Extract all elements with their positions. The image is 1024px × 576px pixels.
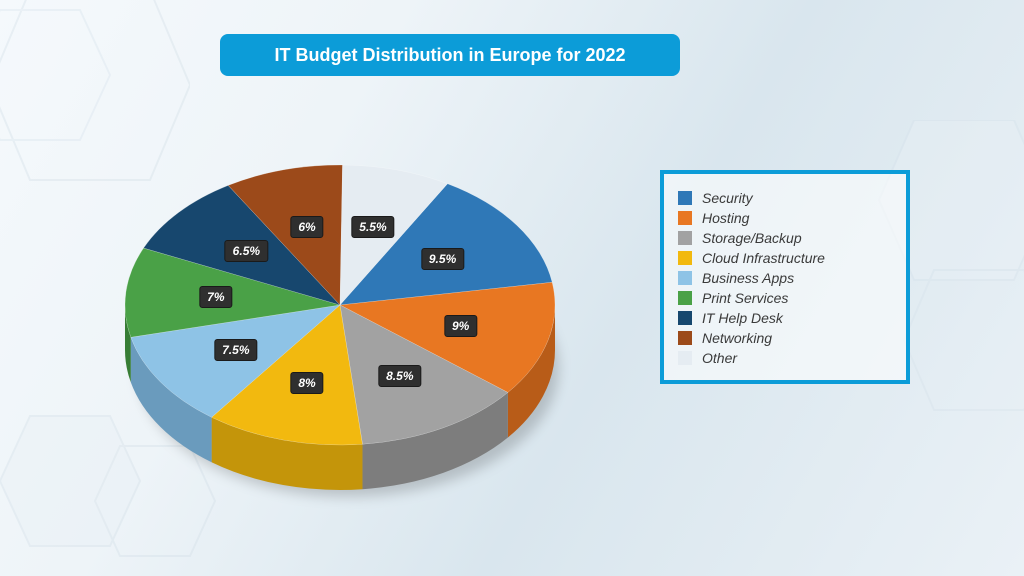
legend-label: Security: [702, 190, 753, 206]
slice-label: 6%: [290, 216, 323, 238]
legend-item: Other: [678, 350, 892, 366]
legend-label: Storage/Backup: [702, 230, 802, 246]
legend-item: Business Apps: [678, 270, 892, 286]
legend-swatch: [678, 251, 692, 265]
legend-item: Hosting: [678, 210, 892, 226]
pie-svg: [80, 100, 600, 550]
legend-swatch: [678, 331, 692, 345]
legend-label: Print Services: [702, 290, 788, 306]
legend-item: Networking: [678, 330, 892, 346]
slice-label: 6.5%: [225, 240, 268, 262]
legend-swatch: [678, 271, 692, 285]
slice-label: 9%: [444, 315, 477, 337]
legend-swatch: [678, 231, 692, 245]
legend-label: Cloud Infrastructure: [702, 250, 825, 266]
legend-label: Other: [702, 350, 737, 366]
page: IT Budget Distribution in Europe for 202…: [0, 0, 1024, 576]
slice-label: 7%: [199, 286, 232, 308]
legend: Security Hosting Storage/Backup Cloud Infra…: [660, 170, 910, 384]
legend-swatch: [678, 311, 692, 325]
legend-label: Business Apps: [702, 270, 794, 286]
legend-item: IT Help Desk: [678, 310, 892, 326]
slice-label: 5.5%: [351, 216, 394, 238]
legend-label: Hosting: [702, 210, 749, 226]
chart-title: IT Budget Distribution in Europe for 202…: [220, 34, 680, 76]
slice-label: 9.5%: [421, 248, 464, 270]
pie-chart: 9.5% 9% 8.5% 8% 7.5% 7% 6.5% 6% 5.5%: [80, 100, 600, 550]
slice-label: 8.5%: [378, 365, 421, 387]
slice-label: 8%: [290, 372, 323, 394]
legend-swatch: [678, 191, 692, 205]
legend-swatch: [678, 211, 692, 225]
legend-item: Print Services: [678, 290, 892, 306]
legend-item: Cloud Infrastructure: [678, 250, 892, 266]
legend-swatch: [678, 351, 692, 365]
legend-label: IT Help Desk: [702, 310, 783, 326]
legend-item: Security: [678, 190, 892, 206]
legend-item: Storage/Backup: [678, 230, 892, 246]
slice-label: 7.5%: [214, 339, 257, 361]
legend-swatch: [678, 291, 692, 305]
legend-label: Networking: [702, 330, 772, 346]
